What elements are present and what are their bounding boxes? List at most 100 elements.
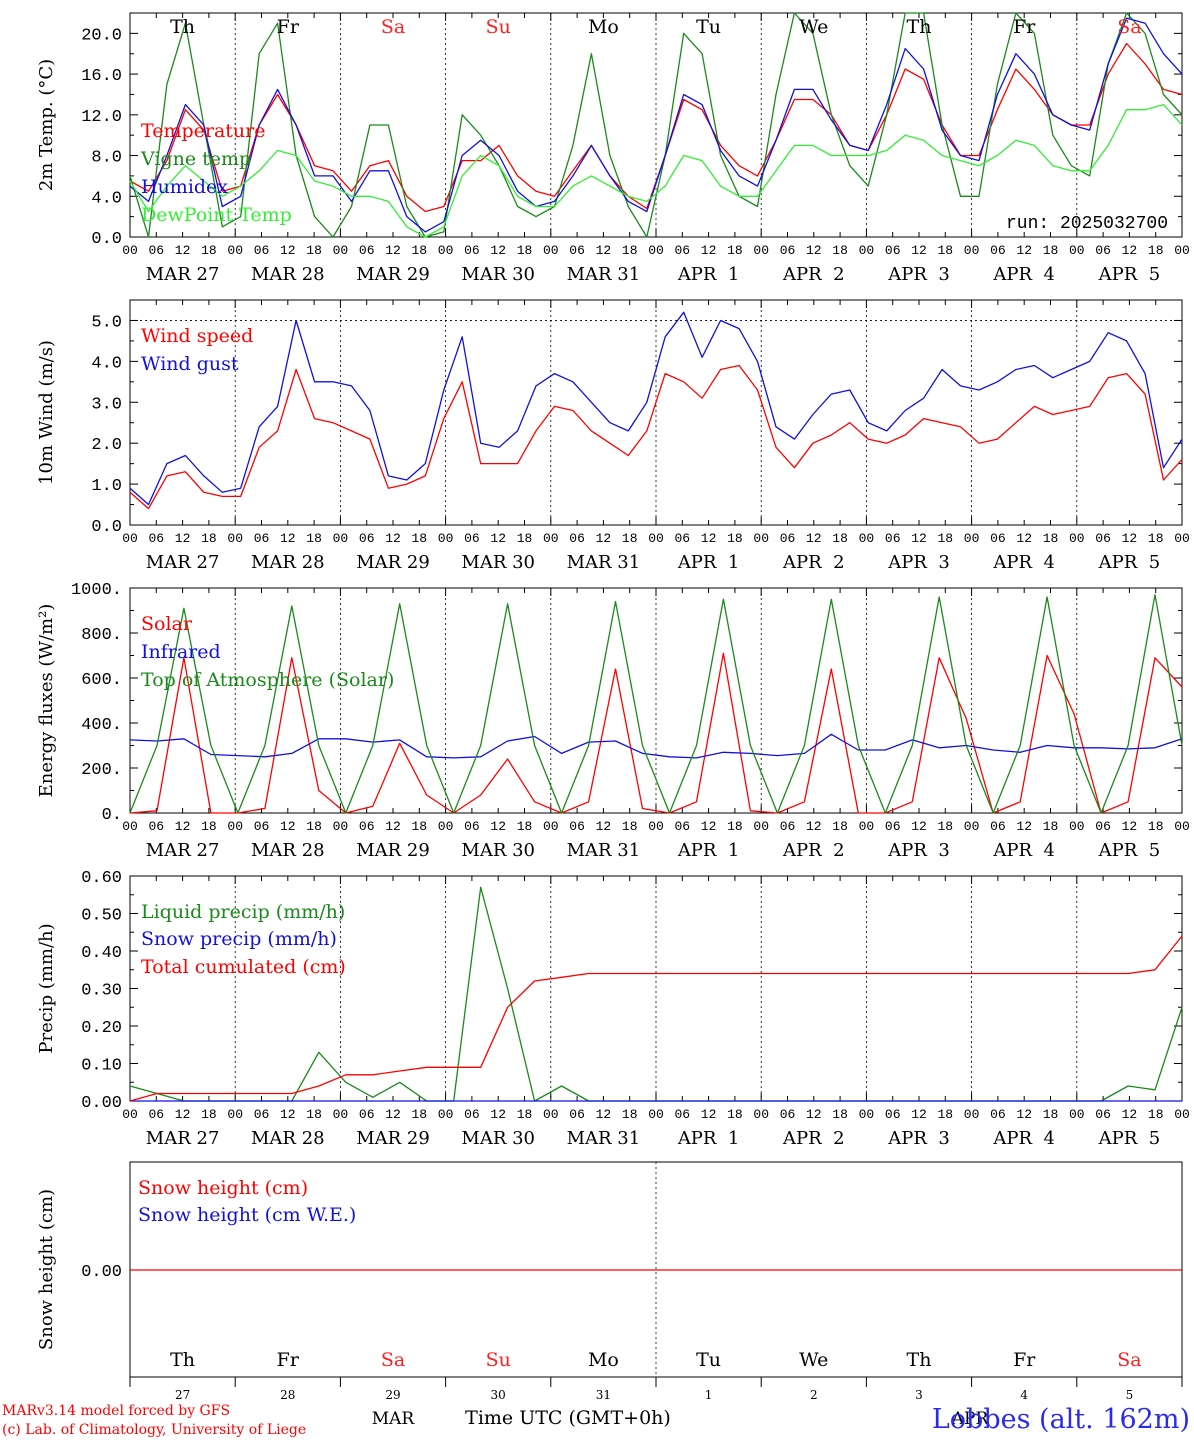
x-tick-label: 12: [1016, 819, 1032, 834]
weekday-label: Fr: [1013, 16, 1036, 38]
x-tick-label: 00: [964, 531, 980, 546]
x-tick-label: 06: [254, 819, 270, 834]
x-tick-label: 06: [464, 1107, 480, 1122]
legend-entry: Total cumulated (cm): [141, 956, 346, 978]
x-tick-label: 06: [569, 1107, 585, 1122]
x-tick-label: 18: [937, 531, 953, 546]
y-tick-label: 1.0: [91, 477, 122, 496]
x-tick-label: 18: [517, 819, 533, 834]
x-tick-label: 18: [937, 243, 953, 258]
x-tick-label: 18: [411, 819, 427, 834]
weekday-label: Su: [486, 1349, 511, 1371]
date-label: APR 5: [1098, 264, 1161, 285]
x-tick-label: 06: [1095, 243, 1111, 258]
x-tick-label: 00: [543, 1107, 559, 1122]
y-tick-label: 20.0: [81, 26, 122, 45]
x-tick-label: 18: [1043, 243, 1059, 258]
x-tick-label: 06: [464, 243, 480, 258]
x-tick-label: 12: [490, 1107, 506, 1122]
x-tick-label: 06: [569, 243, 585, 258]
day-number: 2: [810, 1388, 818, 1402]
x-tick-label: 12: [385, 819, 401, 834]
date-label: APR 2: [782, 264, 845, 285]
date-label: MAR 31: [567, 264, 641, 285]
x-tick-label: 12: [596, 1107, 612, 1122]
date-label: APR 5: [1098, 840, 1161, 861]
x-tick-label: 12: [1016, 243, 1032, 258]
date-label: MAR 31: [567, 840, 641, 861]
day-number: 30: [491, 1388, 506, 1402]
x-tick-label: 06: [254, 1107, 270, 1122]
x-tick-label: 06: [780, 1107, 796, 1122]
x-tick-label: 12: [911, 243, 927, 258]
date-label: MAR 31: [567, 1128, 641, 1149]
x-tick-label: 18: [411, 1107, 427, 1122]
x-tick-label: 12: [175, 1107, 191, 1122]
x-tick-label: 00: [964, 819, 980, 834]
series-line: [129, 364, 1183, 510]
x-tick-label: 12: [911, 819, 927, 834]
day-number: 4: [1020, 1388, 1028, 1402]
date-label: MAR 27: [146, 1128, 220, 1149]
x-tick-label: 18: [1043, 531, 1059, 546]
x-tick-label: 18: [306, 531, 322, 546]
x-tick-label: 00: [333, 819, 349, 834]
y-axis-label: 2m Temp. (°C): [36, 59, 57, 191]
x-tick-label: 00: [1069, 819, 1085, 834]
x-tick-label: 00: [438, 531, 454, 546]
day-number: 27: [175, 1388, 190, 1402]
date-label: APR 3: [887, 840, 950, 861]
weekday-label: Th: [170, 16, 195, 38]
weekday-label: Mo: [588, 16, 619, 38]
x-tick-label: 00: [1174, 531, 1190, 546]
x-tick-label: 00: [964, 243, 980, 258]
x-tick-label: 06: [569, 531, 585, 546]
x-tick-label: 12: [175, 531, 191, 546]
x-tick-label: 00: [1174, 819, 1190, 834]
x-tick-label: 12: [701, 1107, 717, 1122]
x-tick-label: 18: [727, 531, 743, 546]
date-label: MAR 30: [461, 552, 535, 573]
weekday-label: Tu: [696, 16, 721, 38]
y-tick-label: 0.00: [81, 1094, 122, 1113]
x-tick-label: 06: [990, 243, 1006, 258]
series-line: [129, 733, 1183, 759]
x-tick-label: 00: [333, 1107, 349, 1122]
x-tick-label: 06: [885, 1107, 901, 1122]
x-tick-label: 06: [780, 531, 796, 546]
legend-entry: Wind gust: [141, 353, 239, 375]
x-tick-label: 12: [806, 243, 822, 258]
date-label: MAR 31: [567, 552, 641, 573]
y-tick-label: 0.40: [81, 944, 122, 963]
x-tick-label: 00: [648, 819, 664, 834]
x-tick-label: 12: [1016, 531, 1032, 546]
x-tick-label: 06: [674, 243, 690, 258]
x-tick-label: 00: [1069, 531, 1085, 546]
date-label: MAR 28: [251, 840, 325, 861]
x-tick-label: 18: [306, 819, 322, 834]
x-tick-label: 18: [622, 531, 638, 546]
x-tick-label: 06: [1095, 531, 1111, 546]
x-tick-label: 06: [148, 819, 164, 834]
x-tick-label: 06: [464, 531, 480, 546]
x-tick-label: 18: [1148, 819, 1164, 834]
x-tick-label: 12: [280, 819, 296, 834]
x-tick-label: 00: [122, 1107, 138, 1122]
x-tick-label: 00: [438, 1107, 454, 1122]
x-tick-label: 06: [990, 1107, 1006, 1122]
x-tick-label: 06: [569, 819, 585, 834]
x-tick-label: 00: [648, 531, 664, 546]
x-tick-label: 00: [1174, 1107, 1190, 1122]
x-tick-label: 06: [254, 531, 270, 546]
date-label: MAR 29: [356, 1128, 430, 1149]
x-tick-label: 12: [1122, 531, 1138, 546]
date-label: MAR 27: [146, 552, 220, 573]
weekday-label: Sa: [1117, 1349, 1141, 1371]
date-label: APR 4: [992, 840, 1055, 861]
x-tick-label: 18: [832, 819, 848, 834]
x-tick-label: 06: [464, 819, 480, 834]
legend-entry: Snow height (cm W.E.): [138, 1204, 356, 1226]
date-label: APR 3: [887, 1128, 950, 1149]
x-tick-label: 12: [175, 819, 191, 834]
x-tick-label: 18: [411, 243, 427, 258]
